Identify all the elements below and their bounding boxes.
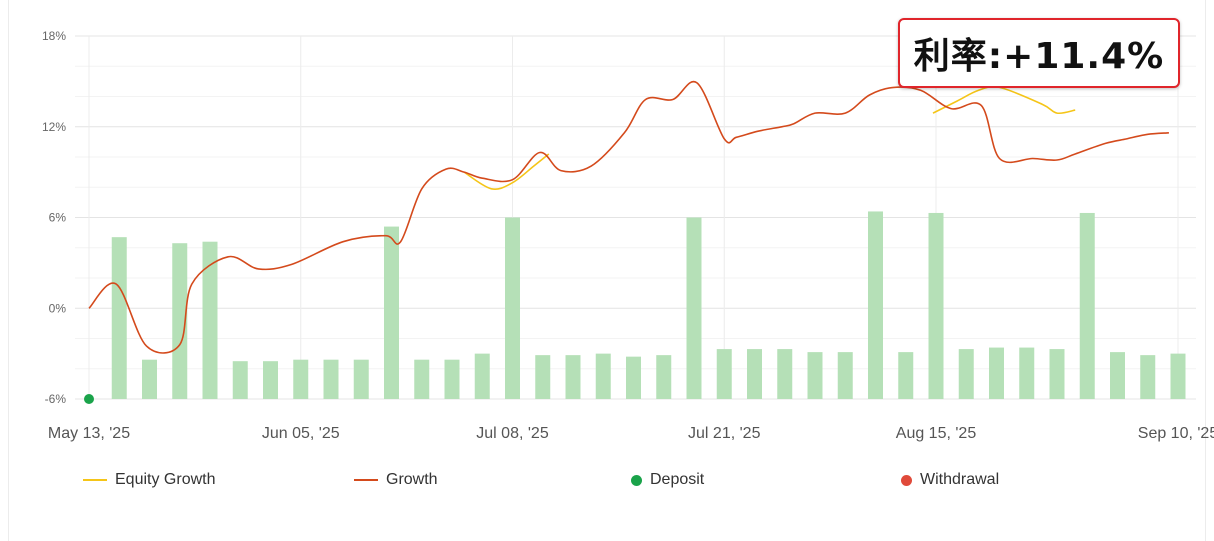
bar xyxy=(1140,355,1156,399)
bar xyxy=(202,241,218,399)
bar xyxy=(989,347,1004,399)
lines xyxy=(84,80,1169,404)
bar xyxy=(958,349,974,399)
bar xyxy=(928,212,944,399)
bar xyxy=(777,349,793,399)
grid xyxy=(75,35,1196,400)
bar xyxy=(868,211,883,399)
legend-line-swatch xyxy=(354,479,378,481)
bar xyxy=(172,243,188,399)
bar xyxy=(293,359,309,399)
y-tick-label: -6% xyxy=(45,392,67,406)
bar xyxy=(626,356,641,399)
bar xyxy=(474,353,490,399)
legend-label: Growth xyxy=(386,471,438,488)
x-tick-label: Jun 05, '25 xyxy=(262,425,340,442)
bar xyxy=(263,361,278,399)
bar xyxy=(505,217,520,399)
y-tick-label: 6% xyxy=(49,211,67,225)
y-tick-label: 12% xyxy=(42,120,66,134)
ticks: 18% 12% 6% 0% -6% May 13, '25 Jun 05, '25 Jul 0… xyxy=(42,29,1214,442)
bar xyxy=(595,353,611,399)
bar xyxy=(414,359,430,399)
legend-item-growth[interactable]: Growth xyxy=(354,468,438,492)
legend-dot-swatch xyxy=(901,474,912,486)
bar xyxy=(1049,349,1065,399)
bar xyxy=(747,349,762,399)
bar xyxy=(807,352,823,399)
equity-growth-line xyxy=(463,153,550,190)
y-tick-label: 0% xyxy=(49,301,67,315)
bar xyxy=(111,237,127,399)
legend-label: Equity Growth xyxy=(115,471,216,488)
y-tick-label: 18% xyxy=(42,29,66,43)
bar xyxy=(1079,212,1095,399)
bar xyxy=(353,359,369,399)
rate-annotation-text: 利率:+11.4% xyxy=(913,36,1165,77)
x-tick-label: May 13, '25 xyxy=(48,425,130,442)
rate-annotation: 利率:+11.4% xyxy=(898,18,1180,88)
deposit-point xyxy=(84,394,94,404)
bar xyxy=(1170,353,1186,399)
x-tick-label: Aug 15, '25 xyxy=(896,425,977,442)
legend-label: Withdrawal xyxy=(920,471,1000,488)
x-tick-label: Sep 10, '25 xyxy=(1138,425,1214,442)
bar xyxy=(898,352,914,399)
legend-item-deposit[interactable]: Deposit xyxy=(631,468,704,492)
legend: Equity Growth Growth Deposit Withdrawal xyxy=(0,468,1214,494)
bar xyxy=(142,359,157,399)
x-tick-label: Jul 21, '25 xyxy=(688,425,761,442)
growth-line xyxy=(88,80,1169,354)
bar xyxy=(535,355,551,399)
bar xyxy=(232,361,248,399)
bar xyxy=(1110,352,1125,399)
legend-label: Deposit xyxy=(650,471,705,488)
legend-item-withdrawal[interactable]: Withdrawal xyxy=(901,468,999,492)
chart-frame xyxy=(8,0,1206,541)
bar xyxy=(565,355,581,399)
legend-line-swatch xyxy=(83,479,107,481)
bar xyxy=(1019,347,1035,399)
bar xyxy=(686,217,702,399)
x-tick-label: Jul 08, '25 xyxy=(476,425,549,442)
bar xyxy=(444,359,460,399)
bars xyxy=(111,211,1186,399)
bar xyxy=(656,355,672,399)
growth-chart: 18% 12% 6% 0% -6% May 13, '25 Jun 05, '25 Jul 0… xyxy=(42,29,1214,442)
bar xyxy=(384,226,399,399)
bar xyxy=(716,349,732,399)
legend-item-equity-growth[interactable]: Equity Growth xyxy=(83,468,215,492)
bar xyxy=(837,352,853,399)
bar xyxy=(323,359,339,399)
legend-dot-swatch xyxy=(631,474,642,486)
